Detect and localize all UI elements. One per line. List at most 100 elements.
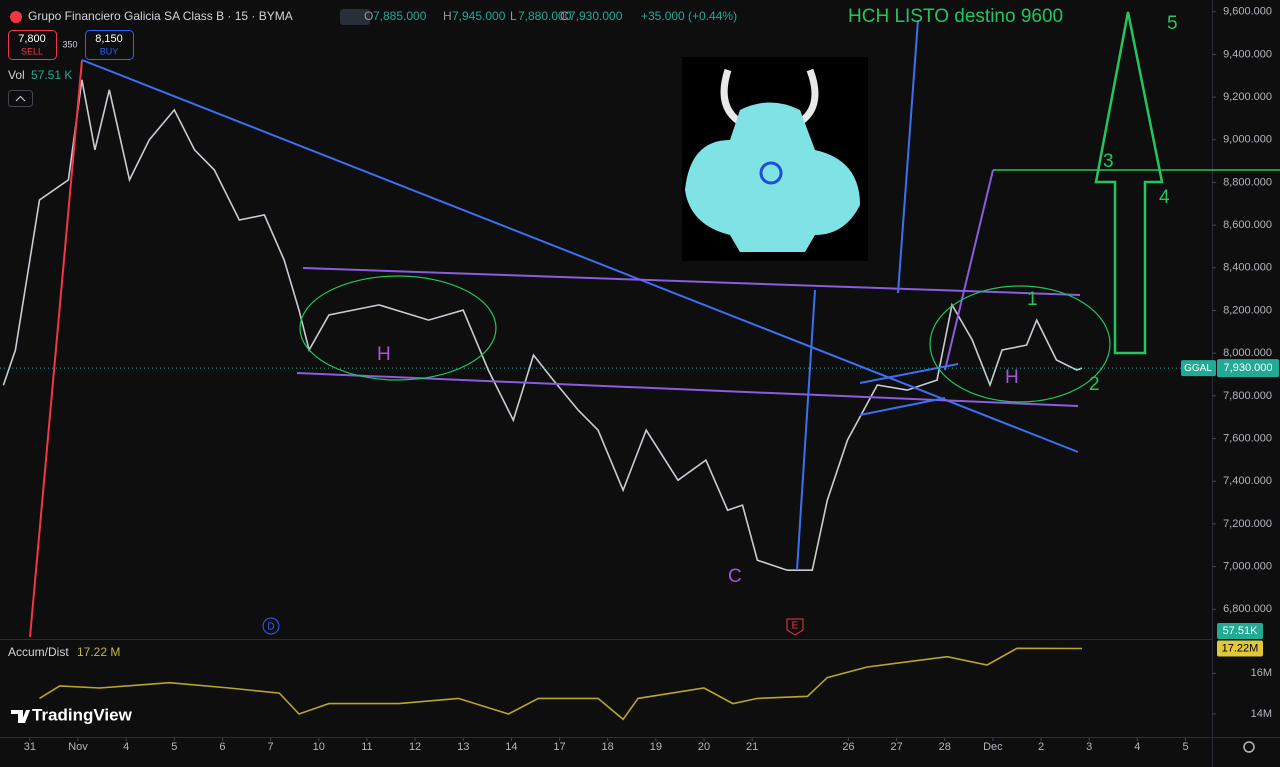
collapse-button[interactable] xyxy=(8,90,33,107)
x-tick-label: 5 xyxy=(1182,741,1188,753)
ohlc-value: 7,930.000 xyxy=(569,9,623,23)
ohlc-value: 7,880.000 xyxy=(518,9,572,23)
bull-body xyxy=(685,102,860,252)
y-tick-label: 8,400.000 xyxy=(1223,262,1272,274)
y-tick-label: 7,200.000 xyxy=(1223,518,1272,530)
x-tick-label: 27 xyxy=(890,741,902,753)
y-tick-label: 9,400.000 xyxy=(1223,48,1272,60)
status-badge xyxy=(340,9,370,25)
trend-line xyxy=(859,397,946,416)
x-tick-label: Nov xyxy=(68,741,88,753)
symbol-badge xyxy=(1181,360,1216,377)
annotation-text: 5 xyxy=(1167,13,1178,34)
y-tick-label: 14M xyxy=(1251,708,1272,720)
settings-icon[interactable] xyxy=(1243,741,1255,753)
x-tick-label: 13 xyxy=(457,741,469,753)
annotation-text: H xyxy=(377,344,391,365)
spread: 350 xyxy=(62,39,77,49)
annotation-text: HCH LISTO destino 9600 xyxy=(848,6,1063,27)
x-tick-label: Dec xyxy=(983,741,1003,753)
trend-line xyxy=(944,169,994,371)
x-tick-label: 2 xyxy=(1038,741,1044,753)
price-badge-text: 7,930.000 xyxy=(1224,362,1273,374)
x-tick-label: 31 xyxy=(24,741,36,753)
ohlc-label: O xyxy=(364,9,373,23)
sell-price: 7,800 xyxy=(18,33,46,45)
y-tick-label: 7,800.000 xyxy=(1223,390,1272,402)
brand-logo xyxy=(11,710,30,723)
x-tick-label: 12 xyxy=(409,741,421,753)
volume-label: Vol xyxy=(8,68,25,82)
price-line xyxy=(39,647,1083,721)
volume-value: 57.51 K xyxy=(31,68,72,82)
ohlc-label: L xyxy=(510,9,517,23)
x-tick-label: 20 xyxy=(698,741,710,753)
x-tick-label: 19 xyxy=(650,741,662,753)
x-tick-label: 18 xyxy=(602,741,614,753)
y-tick-label: 9,200.000 xyxy=(1223,91,1272,103)
annotation-text: 4 xyxy=(1159,187,1170,208)
drawings xyxy=(29,11,1280,638)
series-layer xyxy=(0,79,1212,721)
arrow xyxy=(1094,11,1164,355)
x-tick-label: 10 xyxy=(313,741,325,753)
indicator-value: 17.22 M xyxy=(77,645,120,659)
y-tick-label: 7,400.000 xyxy=(1223,475,1272,487)
x-tick-label: 26 xyxy=(842,741,854,753)
x-tick-label: 7 xyxy=(268,741,274,753)
y-tick-label: 8,800.000 xyxy=(1223,176,1272,188)
y-tick-label: 8,200.000 xyxy=(1223,304,1272,316)
trend-line xyxy=(81,59,1079,453)
y-tick-label: 9,000.000 xyxy=(1223,134,1272,146)
y-tick-label: 8,600.000 xyxy=(1223,219,1272,231)
trend-line xyxy=(859,363,959,384)
y-tick-label: 7,000.000 xyxy=(1223,560,1272,572)
x-tick-label: 4 xyxy=(123,741,129,753)
earnings-label: E xyxy=(792,621,799,632)
trend-line xyxy=(897,19,919,294)
dividend-marker[interactable] xyxy=(262,617,280,635)
indicator-badge xyxy=(1217,640,1263,657)
x-tick-label: 14 xyxy=(505,741,517,753)
annotation-text: 1 xyxy=(1027,289,1038,310)
nose-ring xyxy=(759,161,783,185)
price-badge xyxy=(1217,359,1279,378)
y-tick-label: 6,800.000 xyxy=(1223,603,1272,615)
volume-badge xyxy=(1217,623,1263,639)
x-tick-label: 4 xyxy=(1134,741,1140,753)
y-tick-label: 7,600.000 xyxy=(1223,432,1272,444)
collapse-icon xyxy=(15,95,26,102)
ohlc-value: 7,945.000 xyxy=(452,9,506,23)
x-tick-label: 21 xyxy=(746,741,758,753)
annotation-text: C xyxy=(728,566,742,587)
indicator-label: Accum/Dist xyxy=(8,645,69,659)
axis-badges: GGAL 7,930.000 57.51K 17.22M xyxy=(1181,359,1279,657)
buy-button[interactable] xyxy=(85,30,134,60)
volume-badge-text: 57.51K xyxy=(1223,625,1259,637)
sell-label: SELL xyxy=(21,46,43,56)
ohlc-label: H xyxy=(443,9,452,23)
trend-line xyxy=(296,372,1079,407)
annotation-text: 3 xyxy=(1103,151,1114,172)
bull-image xyxy=(682,57,868,261)
symbol-title[interactable]: Grupo Financiero Galicia SA Class B · 15… xyxy=(28,9,293,23)
ohlc-change: +35.000 (+0.44%) xyxy=(641,9,737,23)
y-tick-label: 9,600.000 xyxy=(1223,6,1272,18)
earnings-marker[interactable] xyxy=(786,618,804,636)
x-tick-label: 17 xyxy=(553,741,565,753)
symbol-badge-text: GGAL xyxy=(1184,363,1212,374)
ellipse xyxy=(299,275,497,381)
ohlc-label: C xyxy=(560,9,569,23)
annotation-text: 2 xyxy=(1089,374,1100,395)
ohlc-value: 7,885.000 xyxy=(373,9,427,23)
ellipse xyxy=(929,285,1111,403)
symbol-icon xyxy=(10,11,22,23)
annotation-text: H xyxy=(1005,367,1019,388)
trend-line xyxy=(796,289,816,571)
x-tick-label: 6 xyxy=(219,741,225,753)
x-tick-label: 28 xyxy=(939,741,951,753)
sell-button[interactable] xyxy=(8,30,57,60)
trend-line xyxy=(29,59,83,638)
